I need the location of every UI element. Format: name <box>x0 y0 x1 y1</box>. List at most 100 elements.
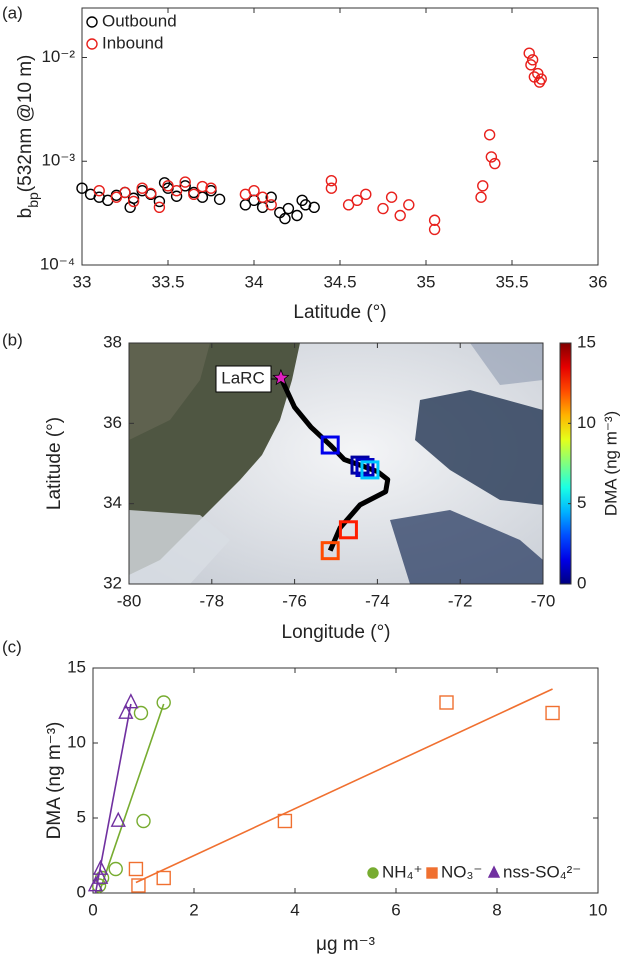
x-tick-label: 4 <box>290 900 299 919</box>
x-tick-label: -72 <box>448 591 473 610</box>
marker <box>153 195 166 208</box>
marker <box>487 865 501 878</box>
y-tick-label: 10⁻² <box>41 47 75 66</box>
marker <box>535 73 547 85</box>
legend-label: nss-SO₄²⁻ <box>503 862 581 881</box>
y-axis-label: Latitude (°) <box>44 417 65 510</box>
x-axis-label: μg m⁻³ <box>316 934 375 955</box>
marker <box>475 191 487 203</box>
x-tick-label: 35 <box>417 272 436 291</box>
ocean <box>415 390 543 505</box>
marker <box>158 177 171 189</box>
x-tick-label: -80 <box>117 591 142 610</box>
legend-label: NH₄⁺ <box>382 862 422 881</box>
x-tick-label: -74 <box>365 591 390 610</box>
marker <box>367 867 379 879</box>
marker <box>156 870 171 886</box>
y-tick-label: 34 <box>103 493 122 512</box>
sample-marker <box>355 458 375 478</box>
x-tick-label: -70 <box>531 591 556 610</box>
marker <box>110 811 126 827</box>
y-tick-label: 15 <box>67 657 86 676</box>
ocean-haze <box>470 343 543 385</box>
legend-label: NO₃⁻ <box>441 862 482 881</box>
marker <box>265 191 277 203</box>
panel-label: (a) <box>2 3 23 22</box>
marker <box>256 191 269 203</box>
y-tick-label: 5 <box>77 807 86 826</box>
marker <box>377 202 389 215</box>
marker <box>489 157 501 170</box>
y-tick-label: 32 <box>103 573 122 592</box>
x-axis-label: Longitude (°) <box>282 622 391 643</box>
y-tick-label: 38 <box>103 332 122 351</box>
sample-marker <box>338 520 358 540</box>
marker <box>87 876 104 892</box>
marker <box>123 693 139 709</box>
x-tick-label: 6 <box>391 900 400 919</box>
marker <box>360 188 372 201</box>
fit-line <box>135 688 553 884</box>
marker <box>156 695 171 710</box>
marker <box>325 182 338 194</box>
axes-box <box>81 7 599 266</box>
colorbar-label: DMA (ng m⁻³) <box>601 411 620 516</box>
marker <box>133 705 149 721</box>
marker <box>342 199 355 211</box>
marker <box>351 194 363 207</box>
marker <box>170 190 183 202</box>
x-tick-label: 0 <box>88 900 97 919</box>
x-tick-label: 34 <box>245 272 264 291</box>
marker <box>118 703 134 719</box>
site-marker <box>272 368 290 386</box>
y-axis-label-sub: bp <box>25 192 41 208</box>
marker <box>188 188 200 201</box>
marker <box>91 878 107 893</box>
marker <box>477 180 489 192</box>
annotation-box <box>215 365 272 393</box>
marker <box>439 695 454 710</box>
marker <box>265 199 277 211</box>
marker <box>86 16 98 28</box>
marker <box>136 182 148 194</box>
panel-label: (c) <box>2 637 22 656</box>
marker <box>86 38 98 50</box>
x-tick-label: 35.5 <box>495 272 528 291</box>
marker <box>179 180 191 192</box>
marker <box>128 861 144 877</box>
marker <box>196 180 209 193</box>
y-tick-label: 10⁻⁴ <box>40 254 75 273</box>
marker <box>76 182 88 194</box>
marker <box>145 187 157 200</box>
marker <box>394 209 406 222</box>
axes-box <box>92 667 599 894</box>
satellite-image <box>129 343 543 584</box>
marker <box>248 185 260 197</box>
marker <box>162 180 174 192</box>
sample-marker <box>320 435 340 455</box>
y-axis-label-part: b <box>15 208 36 219</box>
x-tick-label: 34.5 <box>323 272 356 291</box>
marker <box>545 705 560 721</box>
marker <box>131 878 146 893</box>
marker <box>385 191 398 203</box>
colorbar-tick-label: 5 <box>577 493 586 512</box>
marker <box>426 867 438 879</box>
marker <box>127 195 140 208</box>
sample-marker <box>360 460 380 480</box>
x-tick-label: 8 <box>492 900 501 919</box>
colorbar-tick-label: 15 <box>577 332 596 351</box>
legend-label: Outbound <box>102 11 177 30</box>
x-tick-label: 33 <box>73 272 92 291</box>
y-axis-label-part: (532nm @10 m) <box>15 55 36 193</box>
marker <box>526 54 539 66</box>
x-tick-label: -76 <box>282 591 307 610</box>
marker <box>110 191 123 203</box>
x-tick-label: -78 <box>200 591 225 610</box>
cloud-streaks <box>129 510 230 584</box>
marker <box>325 174 338 187</box>
sample-marker <box>350 455 370 475</box>
y-tick-label: 36 <box>103 413 122 432</box>
